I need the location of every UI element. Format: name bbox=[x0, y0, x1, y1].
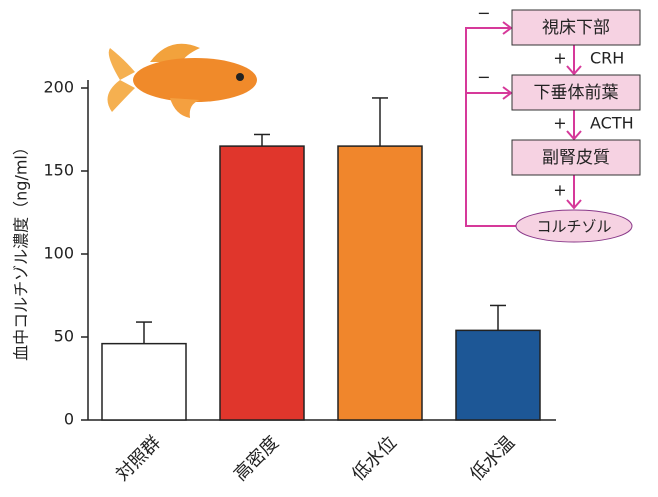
sign: + bbox=[553, 181, 566, 200]
y-tick-label: 0 bbox=[64, 410, 74, 429]
node-ellipse bbox=[515, 209, 633, 243]
arrow bbox=[566, 45, 582, 210]
bar bbox=[101, 342, 187, 421]
y-axis-label: 血中コルチゾル濃度（ng/ml） bbox=[12, 139, 31, 361]
node-label: コルチゾル bbox=[536, 218, 611, 236]
node-label: 副腎皮質 bbox=[542, 148, 610, 168]
sign: − bbox=[477, 68, 490, 87]
signal-label: CRH bbox=[590, 49, 624, 68]
sign: − bbox=[477, 4, 490, 23]
sign: + bbox=[553, 49, 566, 68]
signal-label: ACTH bbox=[590, 114, 634, 133]
node-box bbox=[511, 139, 641, 176]
y-tick-label: 150 bbox=[43, 161, 74, 180]
node-box bbox=[511, 74, 641, 111]
fish-illustration bbox=[107, 43, 257, 118]
bar bbox=[455, 329, 541, 421]
x-tick-label: 対照群 bbox=[112, 432, 165, 485]
pathway-diagram bbox=[465, 21, 582, 227]
bar bbox=[337, 145, 423, 421]
y-tick-label: 200 bbox=[43, 78, 74, 97]
x-tick-label: 低水温 bbox=[466, 432, 519, 485]
x-tick-label: 低水位 bbox=[348, 432, 401, 485]
y-tick-label: 50 bbox=[54, 327, 74, 346]
feedback-arrowhead bbox=[502, 21, 513, 100]
bar bbox=[219, 145, 305, 421]
feedback-line bbox=[465, 27, 516, 227]
node-label: 視床下部 bbox=[542, 18, 610, 38]
y-tick-label: 100 bbox=[43, 244, 74, 263]
node-label: 下垂体前葉 bbox=[534, 83, 619, 103]
sign: + bbox=[553, 114, 566, 133]
node-box bbox=[511, 9, 641, 46]
x-tick-label: 高密度 bbox=[230, 432, 283, 485]
